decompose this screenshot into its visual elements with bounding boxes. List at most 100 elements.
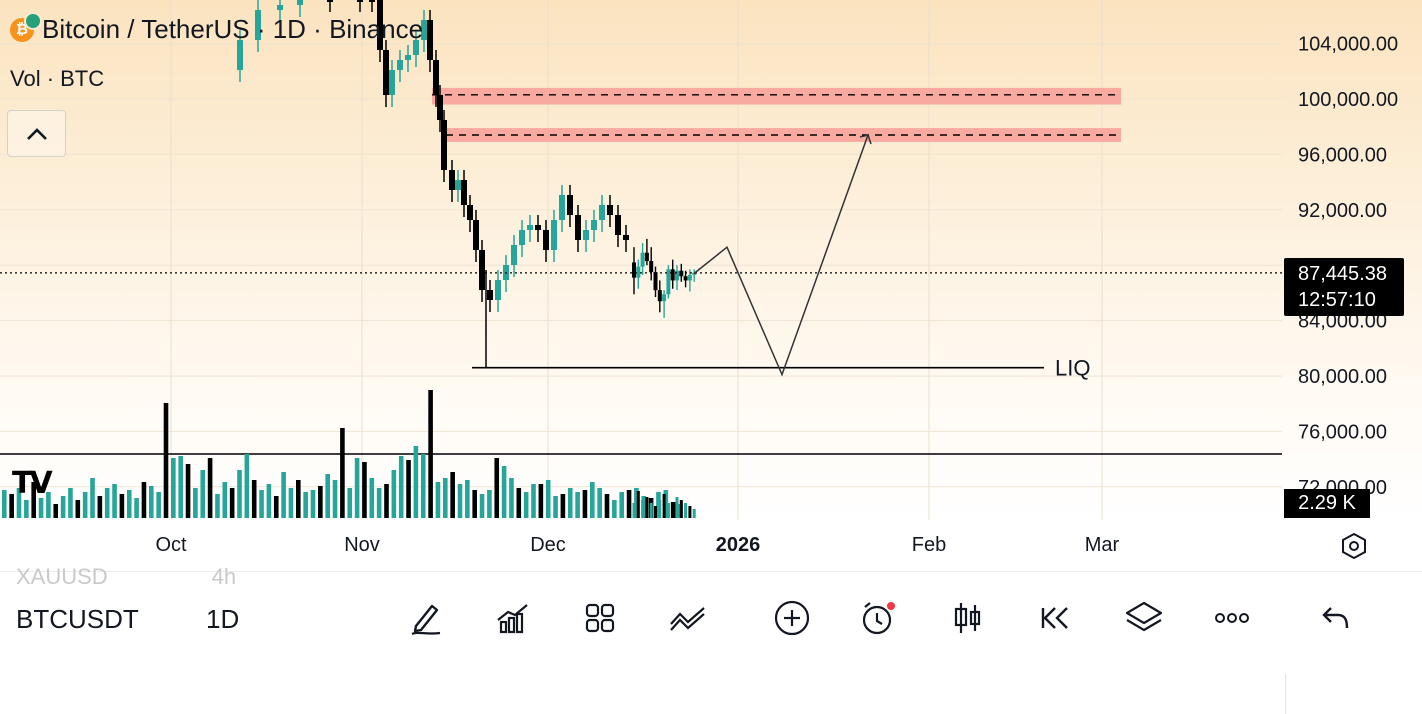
compare-button[interactable] [666,596,710,640]
volume-bar [509,478,514,518]
indicators-icon [497,604,528,634]
volume-bar [46,492,51,518]
volume-bar [590,482,595,518]
candle-body [487,290,493,300]
volume-bar [612,500,617,518]
volume-bar [641,500,645,518]
candle-body [437,95,443,120]
volume-bar [654,506,657,518]
candle-body [433,60,439,95]
volume-bar [185,464,191,518]
liquidity-label: LIQ [1055,356,1090,381]
watchlist-ghost-row: XAUUSD 4h [16,564,236,590]
candles-icon [954,603,981,633]
candle-body [441,120,447,170]
layers-icon [1125,601,1163,632]
volume-bar [237,470,242,518]
bitcoin-icon: ₿ [10,11,42,42]
chart-type-button[interactable] [946,596,990,640]
volume-bar [126,490,132,518]
price-chart[interactable]: 104,000.00 100,000.00 96,000.00 92,000.00 84… [0,0,1422,520]
volume-bar [465,480,470,518]
candle-body [467,205,473,220]
indicators-button[interactable] [490,596,534,640]
candle-body [357,0,363,2]
more-button[interactable] [1210,596,1254,640]
add-button[interactable] [770,596,814,640]
volume-bar [296,480,301,518]
tradingview-logo: TV [12,466,53,501]
candle-body [397,60,403,70]
volume-bar [479,494,485,518]
volume-bar [354,458,360,518]
volume-bar [435,482,441,518]
y-tick-label: 76,000.00 [1298,421,1387,443]
volume-bar [104,488,110,518]
volume-bar [193,488,198,518]
chart-title[interactable]: Bitcoin / TetherUS · 1D · Binance [42,14,424,44]
candle-body [479,250,485,290]
rewind-icon [1041,607,1068,629]
candle-body [413,40,419,55]
compare-icon [670,607,705,631]
chart-area[interactable]: 104,000.00 100,000.00 96,000.00 92,000.00 84… [0,0,1422,520]
volume-bar [362,462,367,518]
volume-bar [82,492,88,518]
symbol-selector[interactable]: BTCUSDT 1D [16,604,239,635]
templates-button[interactable] [578,596,622,640]
candle-body [377,0,383,50]
volume-bar [171,458,176,518]
volume-bar [472,490,477,518]
candle-body [683,276,688,281]
undo-button[interactable] [1314,596,1358,640]
volume-bar [494,458,500,518]
volume-bar [487,490,492,518]
candle-body [511,245,517,265]
ghost-symbol: XAUUSD [16,564,108,589]
alert-button[interactable] [856,596,900,640]
volume-bar [16,488,22,518]
volume-bar [251,480,257,518]
volume-bar [406,460,411,518]
volume-bar [229,488,235,518]
x-tick-label: Nov [344,534,380,556]
templates-icon [585,603,615,633]
volume-bar [266,484,272,518]
volume-bar [560,494,566,518]
candle-body [649,261,654,273]
volume-bar [457,484,463,518]
layers-button[interactable] [1122,596,1166,640]
volume-bar [666,503,670,518]
collapse-legend-button[interactable] [7,110,66,157]
interval-selector[interactable]: 1D [206,604,240,634]
draw-button[interactable] [404,596,448,640]
y-tick-label: 84,000.00 [1298,311,1387,333]
volume-indicator-label[interactable]: Vol · BTC [10,66,105,91]
symbol-name[interactable]: BTCUSDT [16,604,139,634]
candle-body [599,205,605,220]
volume-bar [215,494,220,518]
volume-bar [575,492,580,518]
volume-bar [391,470,397,518]
chevron-up-icon [26,127,47,140]
x-tick-label: Oct [155,534,187,556]
chart-settings-button[interactable] [1340,532,1368,565]
settings-hexagon-icon [1342,532,1366,560]
candle-body [615,215,621,235]
volume-bar [119,494,125,518]
undo-icon [1322,607,1349,629]
volume-bar [134,498,139,518]
volume-bar [597,488,602,518]
x-tick-label: Mar [1084,534,1120,556]
volume-bar [413,446,419,518]
volume-bar [68,488,73,518]
replay-button[interactable] [1034,596,1078,640]
volume-bar [662,494,666,518]
y-tick-label: 92,000.00 [1298,200,1387,222]
candle-body [559,195,565,220]
candle-body [675,270,679,281]
volume-bar [692,509,696,518]
volume-bar [163,403,169,518]
volume-bar [75,500,81,518]
candle-body [657,290,662,302]
